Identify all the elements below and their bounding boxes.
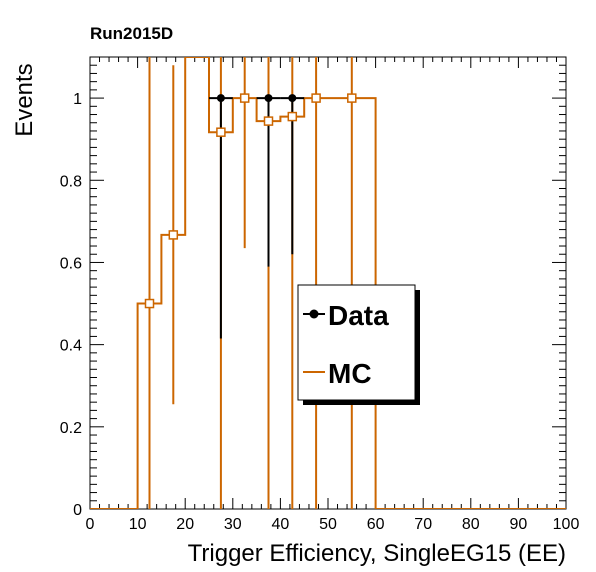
x-tick-label: 50 bbox=[319, 516, 337, 533]
mc-marker bbox=[263, 116, 274, 126]
legend-box bbox=[297, 284, 416, 401]
legend-mc-label: MC bbox=[328, 358, 372, 389]
mc-marker bbox=[347, 93, 357, 103]
x-tick-label: 0 bbox=[86, 516, 95, 533]
y-tick-label: 0.6 bbox=[60, 255, 82, 272]
mc-marker bbox=[287, 111, 298, 122]
data-marker bbox=[216, 94, 225, 103]
x-tick-label: 90 bbox=[510, 516, 528, 533]
mc-marker bbox=[216, 127, 226, 137]
y-axis-title: Events bbox=[11, 63, 38, 136]
x-axis-title: Trigger Efficiency, SingleEG15 (EE) bbox=[188, 540, 566, 567]
legend: Data MC bbox=[297, 284, 420, 405]
x-tick-label: 20 bbox=[176, 516, 194, 533]
y-tick-label: 1 bbox=[73, 91, 82, 108]
x-tick-label: 80 bbox=[462, 516, 480, 533]
legend-data-label: Data bbox=[328, 300, 389, 331]
mc-marker bbox=[239, 93, 250, 103]
y-tick-label: 0.8 bbox=[60, 173, 82, 190]
x-tick-label: 10 bbox=[129, 516, 147, 533]
x-tick-label: 60 bbox=[367, 516, 385, 533]
data-marker bbox=[288, 94, 297, 103]
chart-title: Run2015D bbox=[90, 24, 173, 43]
mc-marker bbox=[311, 93, 321, 103]
x-tick-label: 70 bbox=[414, 516, 432, 533]
x-tick-label: 30 bbox=[224, 516, 242, 533]
data-layer bbox=[90, 57, 566, 509]
legend-data-marker bbox=[309, 309, 319, 319]
mc-marker bbox=[144, 298, 155, 309]
x-tick-label: 100 bbox=[553, 516, 580, 533]
data-marker bbox=[264, 94, 273, 103]
y-tick-label: 0.4 bbox=[60, 338, 82, 355]
mc-step-line bbox=[90, 57, 566, 509]
y-tick-label: 0.2 bbox=[60, 420, 82, 437]
x-tick-label: 40 bbox=[272, 516, 290, 533]
plot-area: 0 10 20 30 40 50 60 70 80 90 100 0 0.2 0.4 0.6 0.8 1 bbox=[60, 56, 580, 533]
mc-marker bbox=[168, 230, 179, 240]
y-tick-label: 0 bbox=[73, 502, 82, 519]
